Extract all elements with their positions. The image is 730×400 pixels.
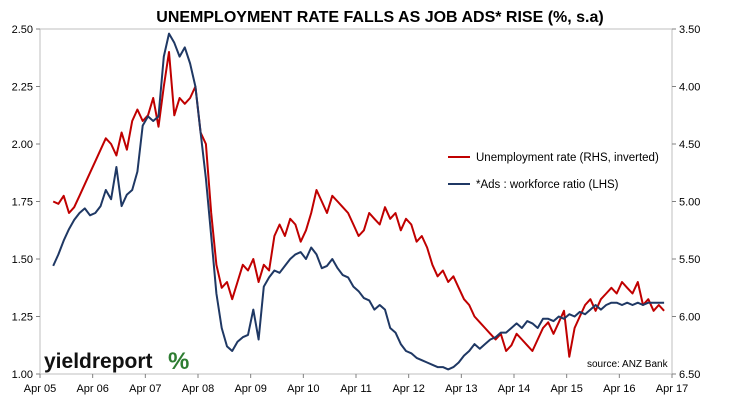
x-tick-label: Apr 08 bbox=[182, 383, 214, 395]
right-tick-label: 6.50 bbox=[679, 369, 700, 381]
left-tick-label: 2.00 bbox=[12, 139, 33, 151]
right-tick-label: 4.00 bbox=[679, 82, 700, 94]
series-layer bbox=[52, 32, 665, 371]
source-note: source: ANZ Bank bbox=[587, 359, 669, 370]
legend-label-unemployment: Unemployment rate (RHS, inverted) bbox=[476, 152, 659, 164]
chart-title: UNEMPLOYMENT RATE FALLS AS JOB ADS* RISE… bbox=[156, 9, 603, 26]
left-tick-label: 1.25 bbox=[12, 312, 33, 324]
logo-percent-symbol: % bbox=[168, 348, 189, 375]
x-tick-label: Apr 09 bbox=[234, 383, 266, 395]
left-tick-label: 1.00 bbox=[12, 369, 33, 381]
x-tick-label: Apr 05 bbox=[24, 383, 56, 395]
series-line-unemployment bbox=[52, 51, 665, 358]
left-tick-label: 1.75 bbox=[12, 197, 33, 209]
right-y-axis: 3.50 4.00 4.50 5.00 5.50 6.00 6.50 bbox=[672, 24, 700, 381]
x-tick-label: Apr 15 bbox=[550, 383, 582, 395]
yieldreport-logo: yieldreport % bbox=[44, 348, 189, 375]
right-tick-label: 6.00 bbox=[679, 312, 700, 324]
x-axis: Apr 05 Apr 06 Apr 07 Apr 08 Apr 09 Apr 10 Apr … bbox=[24, 374, 688, 395]
legend: Unemployment rate (RHS, inverted) *Ads :… bbox=[448, 152, 659, 191]
x-tick-label: Apr 06 bbox=[76, 383, 108, 395]
logo-wordmark: yieldreport bbox=[44, 350, 153, 373]
left-y-axis: 1.00 1.25 1.50 1.75 2.00 2.25 2.50 bbox=[12, 24, 40, 381]
right-tick-label: 4.50 bbox=[679, 139, 700, 151]
x-tick-label: Apr 12 bbox=[392, 383, 424, 395]
right-tick-label: 3.50 bbox=[679, 24, 700, 36]
right-tick-label: 5.50 bbox=[679, 254, 700, 266]
left-tick-label: 2.50 bbox=[12, 24, 33, 36]
x-tick-label: Apr 14 bbox=[498, 383, 530, 395]
x-tick-label: Apr 07 bbox=[129, 383, 161, 395]
x-tick-label: Apr 10 bbox=[287, 383, 319, 395]
legend-label-ads-ratio: *Ads : workforce ratio (LHS) bbox=[476, 179, 619, 191]
right-tick-label: 5.00 bbox=[679, 197, 700, 209]
left-tick-label: 2.25 bbox=[12, 82, 33, 94]
left-tick-label: 1.50 bbox=[12, 254, 33, 266]
series-line-ads-ratio bbox=[52, 32, 665, 371]
x-tick-label: Apr 17 bbox=[656, 383, 688, 395]
x-tick-label: Apr 16 bbox=[603, 383, 635, 395]
x-tick-label: Apr 13 bbox=[445, 383, 477, 395]
x-tick-label: Apr 11 bbox=[340, 383, 372, 395]
